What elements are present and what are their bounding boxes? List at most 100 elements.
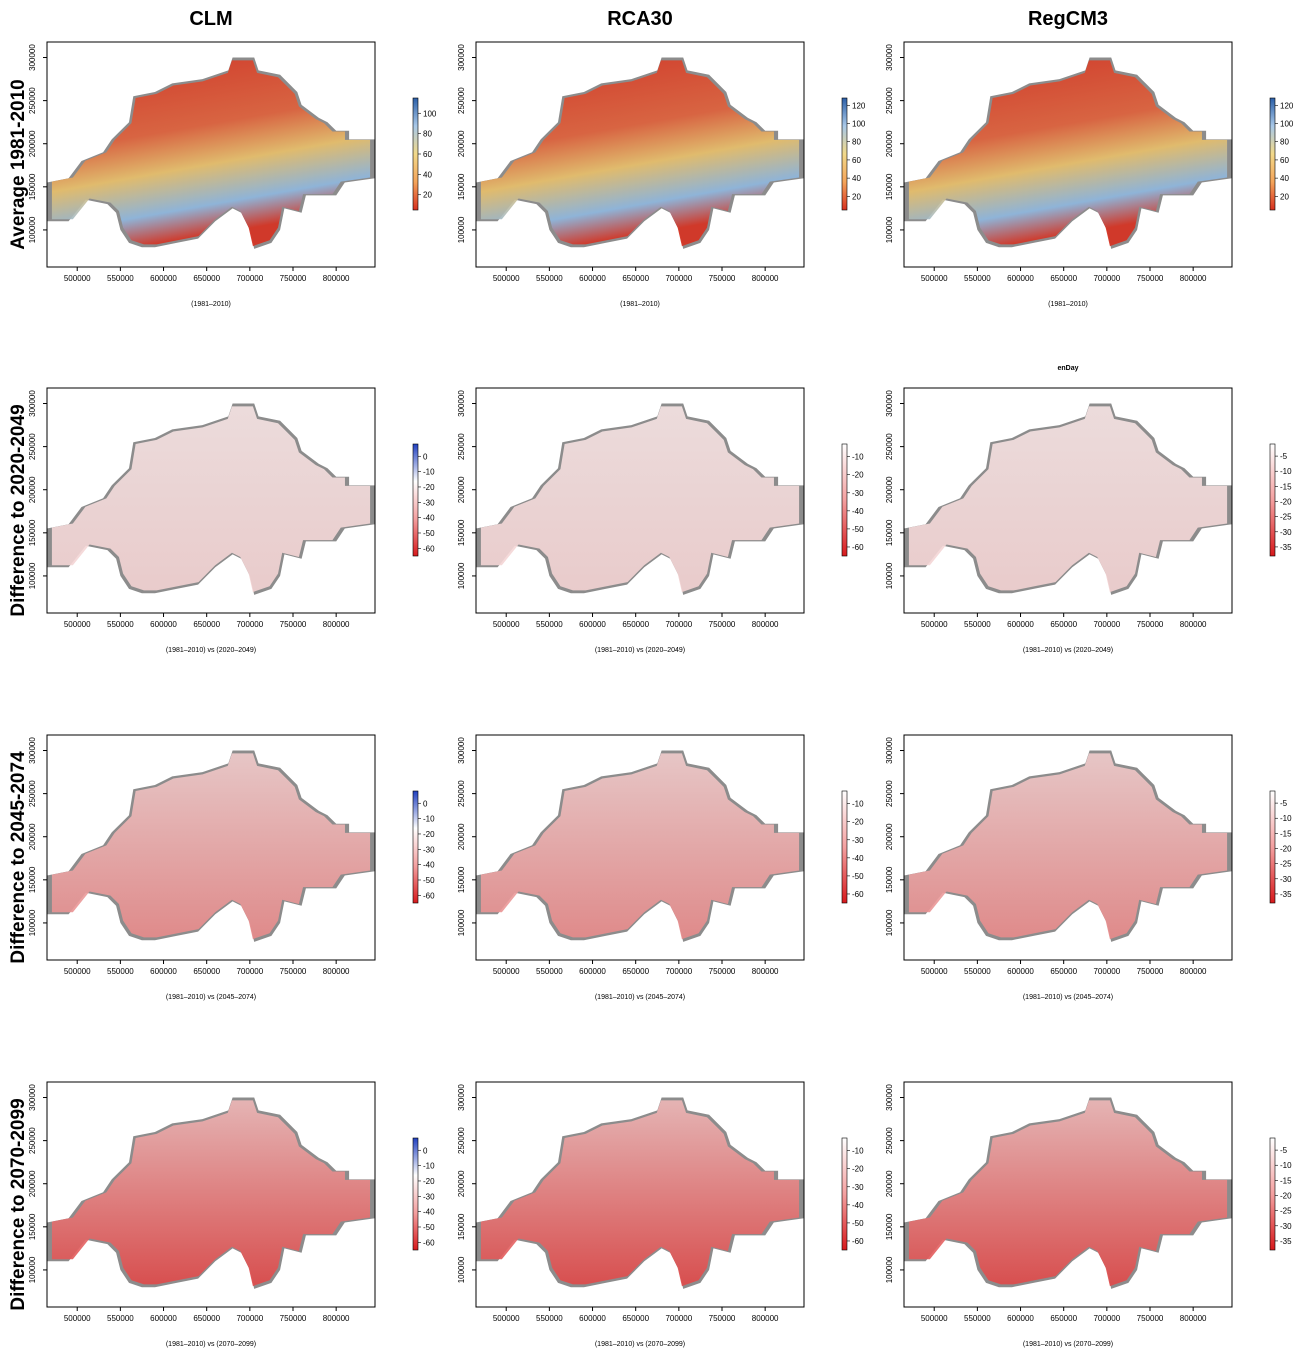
colorbar-label: -30 — [423, 845, 435, 854]
x-tick-label: 750000 — [709, 620, 736, 629]
colorbar-label: 60 — [423, 150, 432, 159]
colorbar-label: -20 — [852, 818, 864, 827]
y-tick-label: 200000 — [457, 823, 466, 850]
x-tick-label: 500000 — [921, 1314, 948, 1323]
y-tick-label: 200000 — [28, 823, 37, 850]
y-tick-label: 300000 — [28, 1084, 37, 1111]
colorbar — [841, 443, 848, 557]
y-tick-label: 250000 — [28, 433, 37, 460]
colorbar-label: -25 — [1280, 860, 1292, 869]
colorbar-label: -5 — [1280, 799, 1288, 808]
colorbar-label: -20 — [423, 1177, 435, 1186]
column-title: RCA30 — [607, 8, 673, 30]
colorbar-label: -60 — [852, 1237, 864, 1246]
colorbar — [412, 443, 419, 557]
plot-box — [46, 387, 376, 614]
raster — [480, 406, 800, 593]
y-tick-label: 100000 — [457, 216, 466, 243]
x-tick-label: 700000 — [1093, 967, 1120, 976]
y-tick-label: 150000 — [28, 866, 37, 893]
y-tick-label: 100000 — [885, 909, 894, 936]
x-tick-label: 550000 — [964, 1314, 991, 1323]
x-tick-label: 700000 — [665, 274, 692, 283]
x-tick-label: 550000 — [964, 967, 991, 976]
y-tick-label: 300000 — [885, 44, 894, 71]
x-tick-label: 650000 — [193, 274, 220, 283]
y-tick-label: 250000 — [885, 87, 894, 114]
caption: (1981–2010) vs (2045–2074) — [1023, 994, 1113, 1001]
x-tick-label: 650000 — [193, 967, 220, 976]
x-tick-label: 500000 — [64, 620, 91, 629]
colorbar-label: 80 — [1280, 138, 1289, 147]
x-tick-label: 700000 — [236, 274, 263, 283]
colorbar-label: -15 — [1280, 829, 1292, 838]
colorbar-label: -20 — [852, 1165, 864, 1174]
colorbar-label: -50 — [423, 529, 435, 538]
colorbar-label: -10 — [423, 468, 435, 477]
caption: (1981–2010) vs (2045–2074) — [595, 994, 685, 1001]
x-tick-label: 600000 — [579, 1314, 606, 1323]
x-tick-label: 550000 — [107, 274, 134, 283]
x-tick-label: 800000 — [323, 1314, 350, 1323]
colorbar-label: -35 — [1280, 1237, 1292, 1246]
y-tick-label: 150000 — [885, 519, 894, 546]
x-tick-label: 750000 — [280, 967, 307, 976]
colorbar-label: 120 — [1280, 101, 1294, 110]
colorbar-label: -5 — [1280, 452, 1288, 461]
colorbar-label: 80 — [852, 138, 861, 147]
row-title: Difference to 2020-2049 — [8, 404, 29, 616]
y-tick-label: 150000 — [28, 1213, 37, 1240]
x-tick-label: 700000 — [1093, 1314, 1120, 1323]
colorbar — [412, 97, 419, 211]
x-tick-label: 600000 — [1007, 1314, 1034, 1323]
y-tick-label: 300000 — [885, 737, 894, 764]
colorbar-label: -60 — [852, 890, 864, 899]
row-title: Difference to 2070-2099 — [8, 1098, 29, 1310]
y-tick-label: 300000 — [28, 390, 37, 417]
x-tick-label: 550000 — [107, 967, 134, 976]
plot-box — [475, 734, 805, 961]
row-title: Difference to 2045-2074 — [8, 751, 29, 964]
y-tick-label: 250000 — [457, 780, 466, 807]
colorbar-label: 40 — [423, 170, 432, 179]
x-tick-label: 550000 — [536, 274, 563, 283]
caption: (1981–2010) vs (2020–2049) — [166, 647, 256, 654]
colorbar — [1269, 790, 1276, 904]
colorbar-label: 20 — [423, 191, 432, 200]
x-tick-label: 750000 — [280, 1314, 307, 1323]
x-tick-label: 700000 — [236, 967, 263, 976]
colorbar-label: -20 — [1280, 1192, 1292, 1201]
colorbar-label: -30 — [852, 1183, 864, 1192]
x-tick-label: 800000 — [1180, 967, 1207, 976]
y-tick-label: 250000 — [885, 1127, 894, 1154]
colorbar-label: -50 — [423, 876, 435, 885]
x-tick-label: 700000 — [665, 1314, 692, 1323]
column-title: CLM — [189, 8, 232, 30]
colorbar-label: -20 — [423, 830, 435, 839]
x-tick-label: 700000 — [665, 967, 692, 976]
colorbar-label: -20 — [1280, 498, 1292, 507]
y-tick-label: 300000 — [885, 1084, 894, 1111]
x-tick-label: 650000 — [622, 1314, 649, 1323]
x-tick-label: 800000 — [323, 967, 350, 976]
colorbar-label: 100 — [1280, 119, 1294, 128]
y-tick-label: 200000 — [885, 476, 894, 503]
x-tick-label: 650000 — [622, 967, 649, 976]
colorbar-label: -40 — [852, 1201, 864, 1210]
x-tick-label: 500000 — [921, 967, 948, 976]
x-tick-label: 700000 — [236, 1314, 263, 1323]
x-tick-label: 600000 — [1007, 620, 1034, 629]
colorbar — [1269, 97, 1276, 211]
y-tick-label: 150000 — [457, 1213, 466, 1240]
x-tick-label: 750000 — [280, 274, 307, 283]
raster — [908, 1100, 1228, 1287]
y-tick-label: 250000 — [457, 87, 466, 114]
x-tick-label: 800000 — [752, 274, 779, 283]
y-tick-label: 200000 — [457, 1170, 466, 1197]
x-tick-label: 800000 — [1180, 274, 1207, 283]
y-tick-label: 250000 — [457, 1127, 466, 1154]
row-title: Average 1981-2010 — [8, 79, 29, 249]
raster — [908, 753, 1228, 940]
x-tick-label: 550000 — [536, 1314, 563, 1323]
colorbar-label: -10 — [423, 815, 435, 824]
